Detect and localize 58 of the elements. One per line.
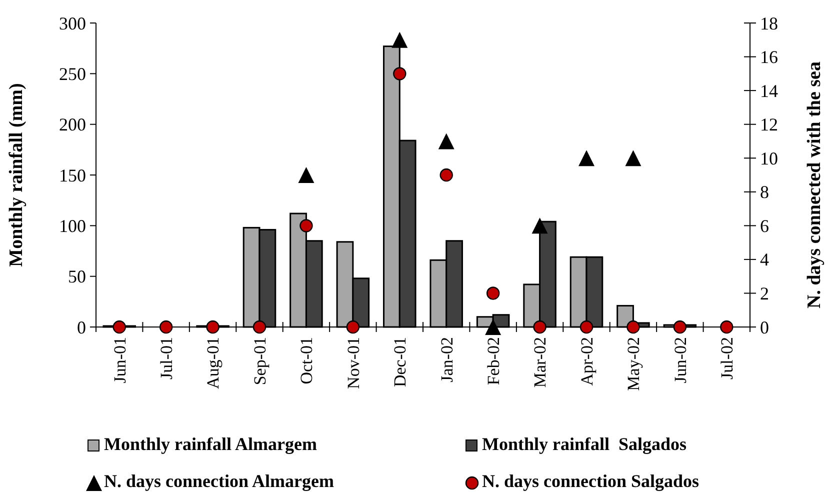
y2-tick-label: 16 <box>760 47 778 68</box>
y-tick-label: 150 <box>59 165 86 186</box>
point <box>485 319 502 335</box>
x-tick-label: Feb-02 <box>484 337 504 386</box>
x-tick-label: Apr-02 <box>577 337 596 386</box>
y-tick-label: 100 <box>59 216 86 236</box>
point <box>626 320 640 334</box>
x-tick-label: Jun-01 <box>110 337 130 384</box>
x-tick-label: Jan-02 <box>437 337 456 382</box>
x-tick-label: Sep-01 <box>250 337 270 386</box>
point <box>580 320 594 334</box>
point <box>578 150 594 166</box>
x-tick-label: Dec-01 <box>390 337 410 388</box>
y2-tick-label: 18 <box>760 13 778 34</box>
y2-axis-title: N. days connected with the sea <box>804 61 825 308</box>
legend-label: N. days connection Salgados <box>482 471 700 491</box>
y-axis-title: Monthly rainfall (mm) <box>6 83 27 267</box>
x-tick-label: Jul-01 <box>157 337 176 380</box>
point <box>298 167 314 183</box>
x-tick-label: Nov-01 <box>344 337 363 389</box>
point <box>625 150 642 166</box>
y2-tick-label: 2 <box>760 284 769 304</box>
legend-label: N. days connection Almargem <box>104 471 334 491</box>
point <box>252 320 266 334</box>
y2-tick-label: 4 <box>760 250 769 270</box>
x-tick-label: Aug-01 <box>204 337 223 389</box>
point <box>486 286 500 300</box>
legend-label: Monthly rainfall Salgados <box>482 434 687 454</box>
x-tick-label: May-02 <box>624 337 644 391</box>
point <box>346 320 360 334</box>
x-tick-label: Jul-02 <box>718 337 737 380</box>
point <box>393 67 406 80</box>
y-tick-label: 0 <box>77 317 86 338</box>
y-tick-label: 250 <box>59 64 86 84</box>
point <box>438 133 454 150</box>
y2-tick-label: 14 <box>760 80 778 101</box>
point <box>112 320 126 334</box>
point <box>392 32 408 48</box>
point <box>673 320 687 334</box>
x-tick-label: Oct-01 <box>297 337 316 384</box>
point <box>159 320 173 334</box>
x-tick-label: Mar-02 <box>530 337 550 388</box>
point <box>532 218 548 234</box>
y-tick-label: 50 <box>68 266 86 287</box>
y2-tick-label: 8 <box>760 182 769 202</box>
point <box>533 320 546 334</box>
point <box>206 320 220 334</box>
x-tick-label: Jun-02 <box>670 337 690 384</box>
point <box>300 219 313 232</box>
legend-label: Monthly rainfall Almargem <box>104 434 317 454</box>
y-tick-label: 300 <box>59 13 86 34</box>
y-tick-label: 200 <box>59 114 86 135</box>
y2-tick-label: 10 <box>760 148 778 168</box>
y2-tick-label: 0 <box>760 317 769 338</box>
y2-tick-label: 6 <box>760 216 769 236</box>
y2-tick-label: 12 <box>760 114 778 135</box>
point <box>720 320 734 334</box>
point <box>440 168 453 182</box>
